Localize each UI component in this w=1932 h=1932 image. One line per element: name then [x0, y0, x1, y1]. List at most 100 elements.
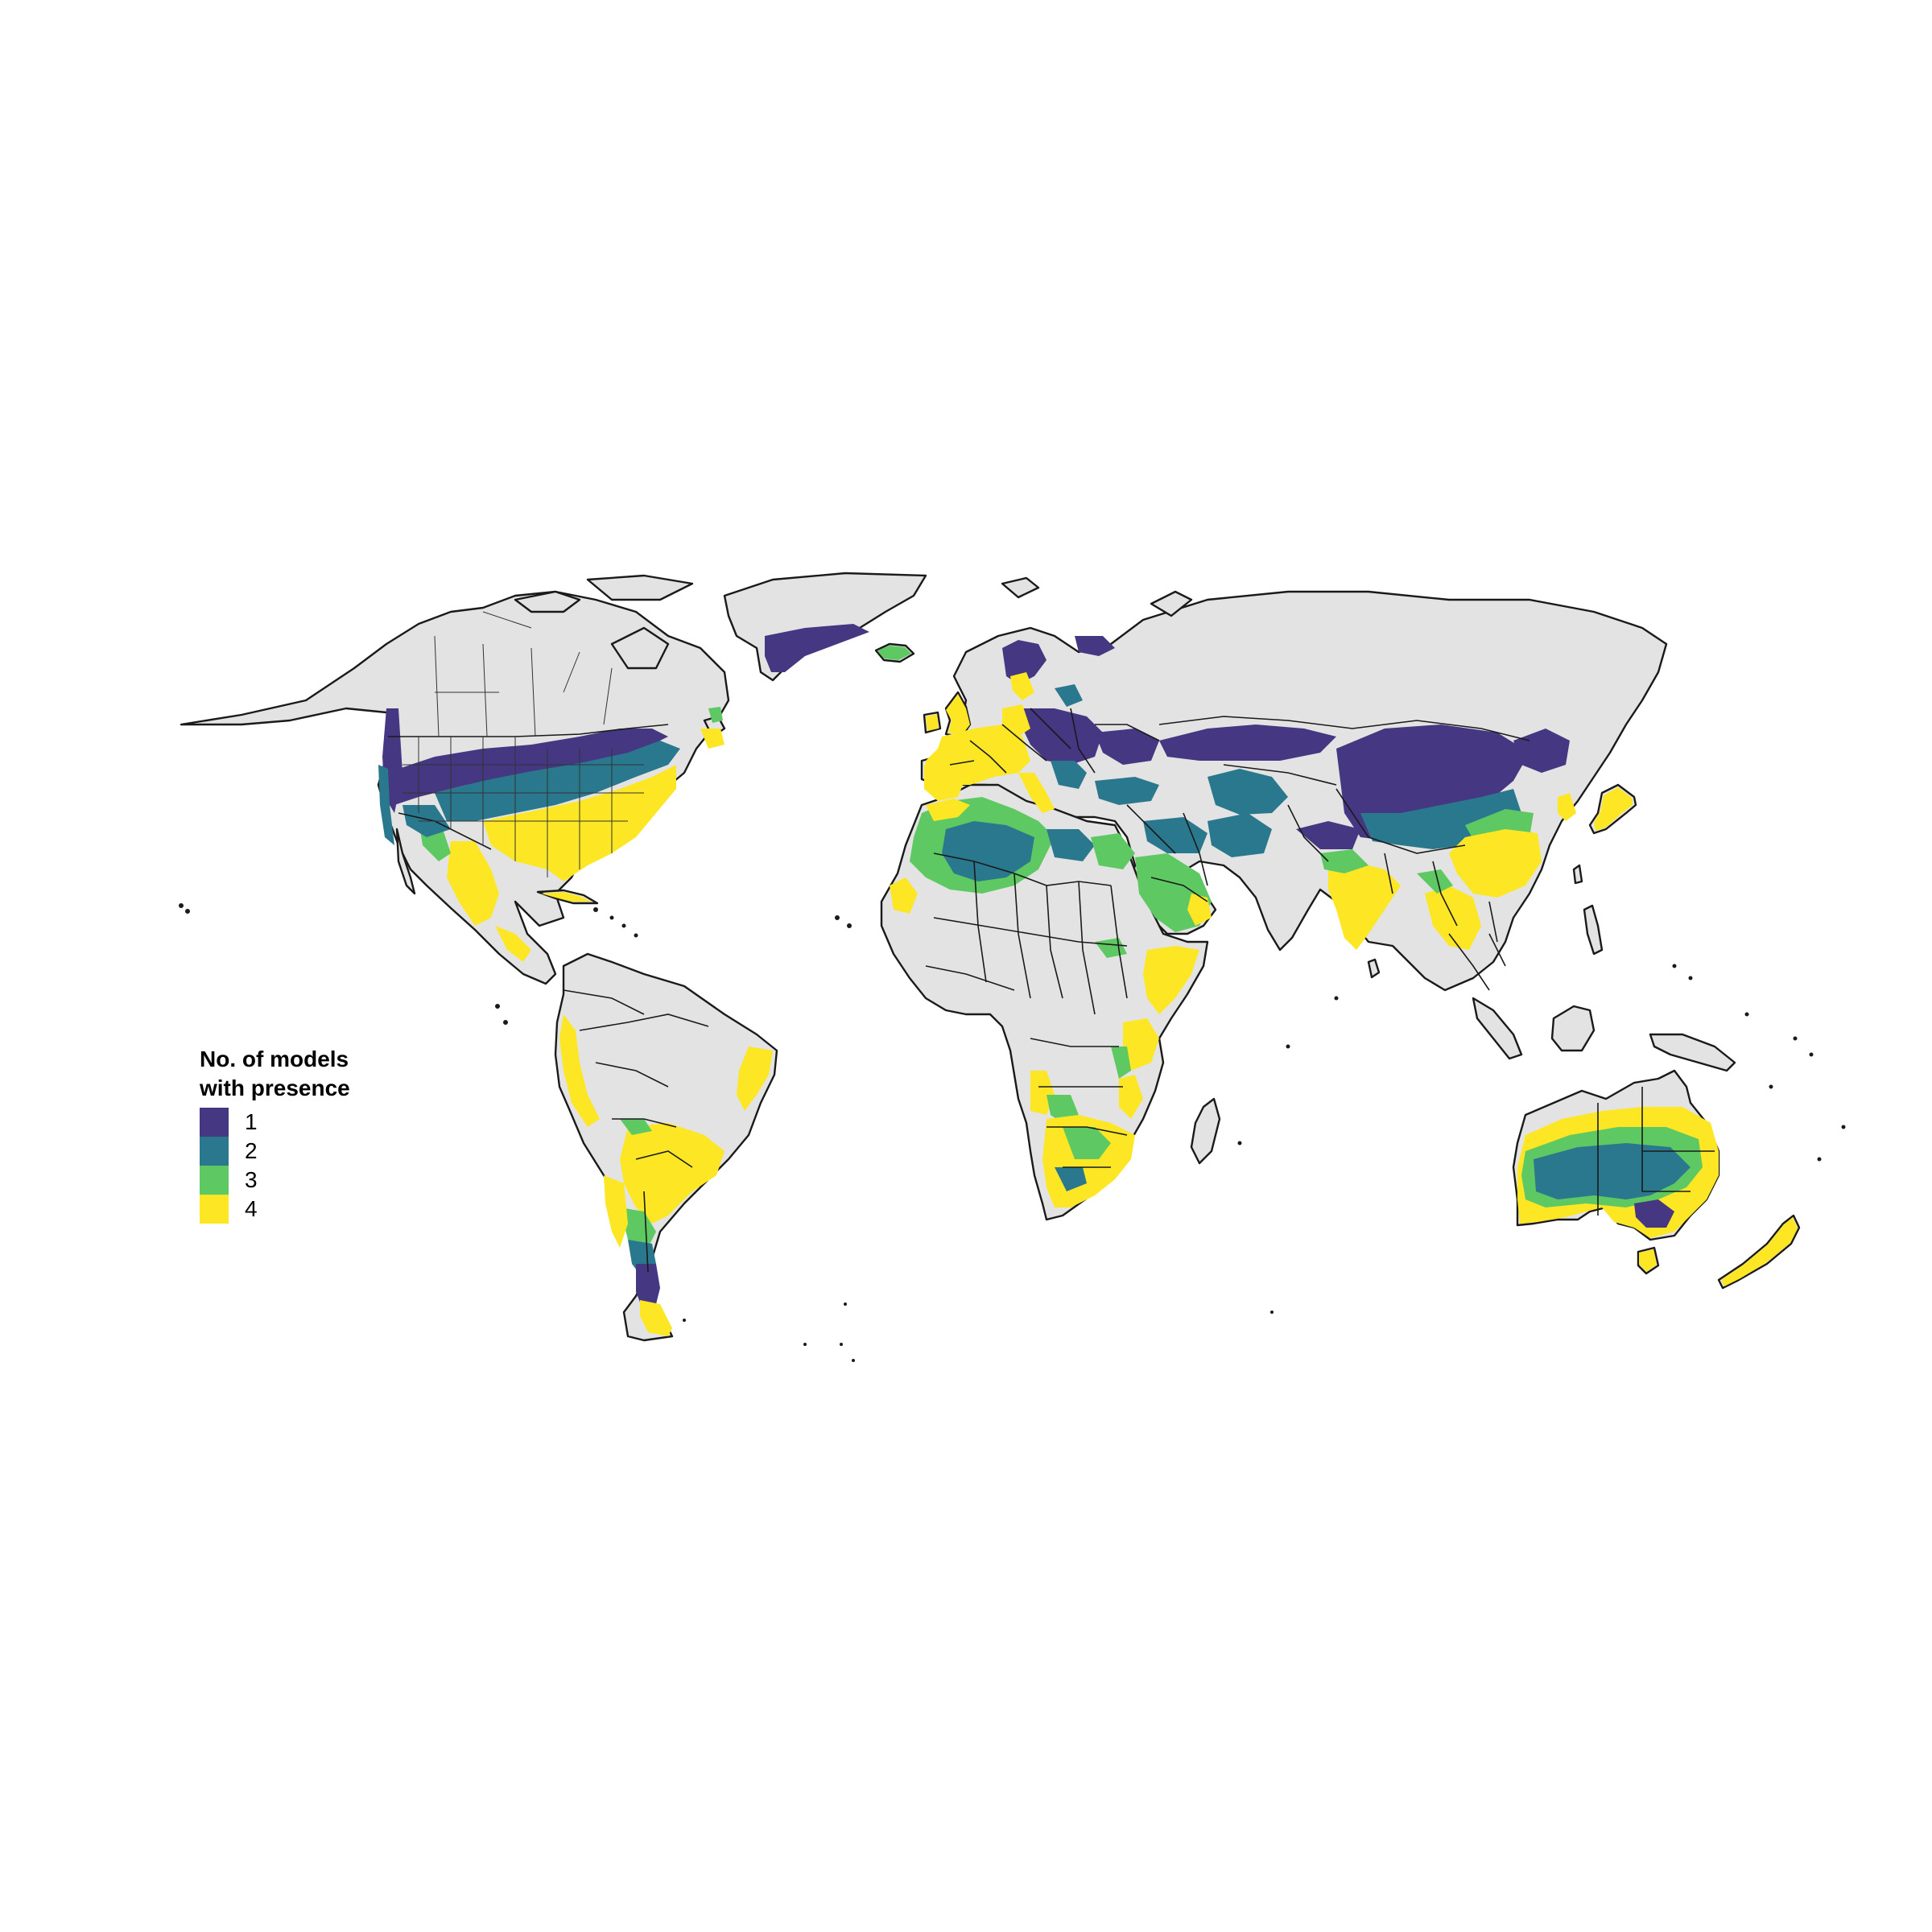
presence-himalaya-class1 — [1296, 821, 1360, 849]
presence-moz-class4 — [1119, 1075, 1143, 1119]
new-guinea-land — [1649, 1033, 1736, 1072]
legend-label-1: 1 — [245, 1109, 258, 1134]
land-layer — [179, 572, 1801, 1342]
south-america-borders — [563, 989, 709, 1273]
presence-layer — [378, 624, 1798, 1336]
presence-egypt-class3 — [1091, 833, 1135, 869]
presence-china-class4 — [1449, 829, 1542, 898]
arctic-island-1 — [514, 590, 581, 613]
mideast-borders — [1126, 804, 1208, 902]
presence-iceland — [877, 646, 911, 660]
presence-nova-scotia — [708, 707, 723, 723]
legend-item-3: 3 — [200, 1166, 350, 1195]
sri-lanka-land — [1367, 958, 1381, 979]
presence-southafrica-class3 — [1063, 1127, 1111, 1159]
presence-sahara-class2 — [942, 821, 1034, 881]
small-islands-layer — [495, 907, 1846, 1362]
presence-iberia-class4 — [924, 763, 966, 801]
presence-newfoundland — [700, 729, 724, 749]
presence-ireland-class4 — [926, 714, 939, 731]
presence-na-class1 — [386, 729, 668, 805]
legend-swatch-3 — [200, 1166, 229, 1195]
taiwan-land — [1572, 864, 1583, 885]
legend-item-2: 2 — [200, 1137, 350, 1166]
presence-na-class4-mex — [447, 841, 499, 926]
presence-centralasia-class1 — [1159, 724, 1336, 761]
presence-sa-class1-pat — [636, 1264, 660, 1312]
presence-mideast-class2 — [1143, 817, 1208, 853]
presence-sa-class4-east — [737, 1046, 773, 1111]
presence-sa-class4-south — [620, 1123, 724, 1224]
novaya-zemlya-land — [1150, 590, 1193, 617]
presence-eastafrica-class4 — [1123, 1018, 1159, 1071]
legend-label-2: 2 — [245, 1138, 258, 1163]
presence-sa-class3-south — [620, 1208, 656, 1248]
borneo-land — [1550, 1005, 1596, 1052]
presence-sa-class4-west — [559, 1014, 600, 1127]
presence-greenland-class1 — [765, 624, 869, 672]
legend-swatch-2 — [200, 1137, 229, 1166]
philippines-land — [1583, 904, 1604, 956]
presence-southafrica-class2 — [1055, 1167, 1087, 1191]
presence-italy-class4 — [1018, 773, 1055, 813]
presence-aus-class1 — [1634, 1199, 1674, 1228]
presence-india-class4 — [1328, 861, 1401, 950]
presence-arabia-class4 — [1187, 894, 1212, 926]
us-state-lines — [402, 737, 644, 877]
presence-na-westcoast — [378, 765, 394, 845]
presence-nz-class4 — [1721, 1217, 1798, 1286]
presence-na-class2 — [435, 741, 680, 821]
presence-sa-class4-andes — [604, 1175, 628, 1248]
presence-aus-class2 — [1534, 1143, 1690, 1199]
legend-title-line1: No. of models — [200, 1046, 349, 1071]
africa-borders — [925, 852, 1128, 1168]
presence-uk-class4 — [946, 694, 970, 735]
presence-hornafrica-class4 — [1143, 946, 1199, 1014]
legend-swatch-1 — [200, 1108, 229, 1137]
presence-maghreb-class4 — [926, 799, 970, 821]
presence-mongolia-class1 — [1336, 724, 1530, 841]
madagascar-land — [1190, 1097, 1221, 1165]
australia-borders — [1597, 1087, 1715, 1216]
presence-cuba — [541, 892, 592, 902]
presence-ukraine-class1 — [1095, 729, 1159, 765]
presence-eu-central-class4 — [1002, 704, 1030, 737]
baja-land — [395, 828, 416, 895]
arctic-island-2 — [586, 574, 694, 601]
presence-tasmania-class4 — [1639, 1249, 1657, 1272]
legend-swatch-4 — [200, 1195, 229, 1224]
legend-items: 1 2 3 4 — [200, 1108, 350, 1224]
presence-japan-class4 — [1594, 787, 1633, 831]
presence-eastafrica-class3 — [1111, 1046, 1131, 1079]
us-canada-border — [388, 724, 669, 737]
presence-sa-class3-bolivia — [620, 1119, 652, 1135]
canada-province-lines — [434, 611, 613, 737]
seasia-borders — [1448, 933, 1506, 991]
sumatra-land — [1472, 997, 1523, 1060]
presence-seasia-class3 — [1417, 869, 1453, 894]
svalbard-land — [1001, 576, 1040, 599]
presence-finland-class1 — [1075, 636, 1115, 656]
presence-balkan-class2 — [1051, 761, 1087, 789]
europe-borders — [949, 708, 1160, 774]
presence-india-class3 — [1320, 849, 1368, 873]
legend-item-1: 1 — [200, 1108, 350, 1137]
presence-westafrica-class4 — [890, 877, 918, 914]
legend-item-4: 4 — [200, 1195, 350, 1224]
presence-iran-class2 — [1208, 813, 1272, 857]
asia-borders — [1158, 716, 1530, 943]
legend-label-4: 4 — [245, 1196, 258, 1221]
presence-libya-class2 — [1046, 829, 1095, 861]
presence-na-central-am — [495, 926, 531, 962]
presence-korea-class4 — [1558, 793, 1576, 821]
presence-sa-class4-tip — [640, 1300, 672, 1336]
presence-scand-class4 — [1010, 672, 1034, 700]
legend-title-line2: with presence — [200, 1075, 350, 1100]
borders-layer — [388, 611, 1715, 1273]
presence-scand-class1 — [1002, 640, 1046, 684]
legend-label-3: 3 — [245, 1167, 258, 1192]
arctic-island-3 — [610, 626, 670, 670]
presence-baltic-class2 — [1055, 684, 1083, 707]
presence-eu-central-class1 — [1021, 708, 1103, 765]
